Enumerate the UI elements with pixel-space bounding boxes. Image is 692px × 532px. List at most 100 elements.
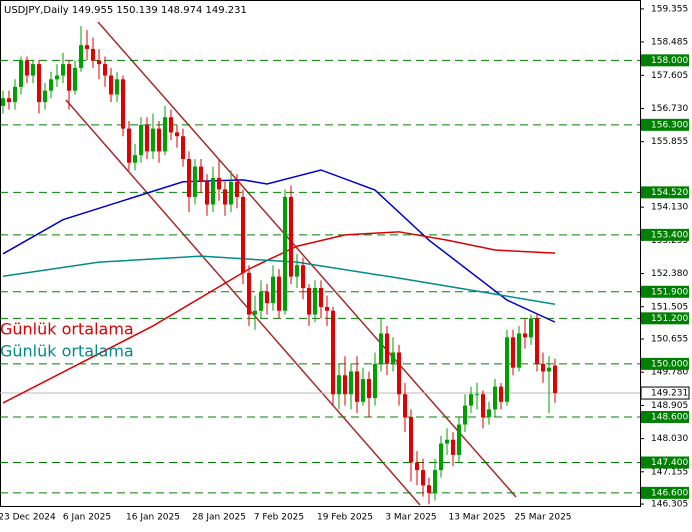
y-tick-label: 146.305 xyxy=(651,500,688,510)
candle-body xyxy=(349,371,353,395)
level-label: 151.200 xyxy=(651,314,688,324)
candle-body xyxy=(151,128,155,152)
candle-body xyxy=(355,371,359,402)
y-tick-label: 148.905 xyxy=(651,401,688,411)
candle-body xyxy=(409,416,413,463)
candle-body xyxy=(343,375,347,395)
candle-body xyxy=(433,470,437,493)
candle-body xyxy=(373,363,377,399)
candle-body xyxy=(553,365,557,394)
candle-body xyxy=(109,75,113,95)
level-label-box xyxy=(641,285,689,298)
candle-body xyxy=(529,318,533,338)
plot-frame xyxy=(0,0,641,507)
candle-body xyxy=(217,177,221,190)
candle-body xyxy=(79,45,83,68)
candle-body xyxy=(421,470,425,486)
level-label-box xyxy=(641,228,689,241)
candle-body xyxy=(487,409,491,417)
level-label: 150.000 xyxy=(651,359,688,369)
candle-body xyxy=(457,424,461,455)
candle-body xyxy=(1,98,5,106)
candle-body xyxy=(367,379,371,399)
x-tick-label: 6 Jan 2025 xyxy=(63,513,111,523)
candle-body xyxy=(493,386,497,410)
candle-body xyxy=(385,333,389,364)
y-tick-label: 148.030 xyxy=(651,434,688,444)
candle-body xyxy=(265,291,269,304)
level-label: 146.600 xyxy=(651,488,688,498)
candle-body xyxy=(295,265,299,277)
moving-average xyxy=(2,169,556,323)
candle-body xyxy=(511,337,515,368)
candle-body xyxy=(199,166,203,182)
y-tick-label: 156.730 xyxy=(651,104,688,114)
candle-body xyxy=(205,181,209,205)
moving-average xyxy=(2,231,556,404)
candle-body xyxy=(313,287,317,315)
level-label-box xyxy=(641,486,689,499)
last-price-label: 149.231 xyxy=(651,389,688,399)
candle-body xyxy=(67,64,71,91)
candle-body xyxy=(229,181,233,205)
candle-body xyxy=(541,363,545,372)
candle-body xyxy=(37,64,41,103)
candle-body xyxy=(391,352,395,364)
candle-body xyxy=(43,90,47,103)
level-label: 147.400 xyxy=(651,458,688,468)
candle-body xyxy=(397,352,401,395)
level-label-box xyxy=(641,312,689,325)
candle-body xyxy=(85,45,89,49)
candle-body xyxy=(187,158,191,197)
y-tick-label: 159.355 xyxy=(651,4,688,14)
candle-body xyxy=(439,443,443,471)
level-label: 154.520 xyxy=(651,188,688,198)
x-tick-label: 16 Jan 2025 xyxy=(126,513,180,523)
candle-body xyxy=(319,287,323,307)
level-label-box xyxy=(641,54,689,67)
y-tick-label: 151.505 xyxy=(651,302,688,312)
y-tick-label: 158.485 xyxy=(651,37,688,47)
y-tick-label: 149.780 xyxy=(651,368,688,378)
candle-body xyxy=(163,117,167,152)
candle-body xyxy=(475,394,479,396)
x-tick-label: 3 Mar 2025 xyxy=(385,513,436,523)
last-price-box xyxy=(640,386,690,400)
candle-body xyxy=(55,75,59,80)
candle-body xyxy=(451,439,455,455)
candle-body xyxy=(211,177,215,205)
candle-body xyxy=(235,181,239,197)
candle-body xyxy=(115,79,119,95)
level-label-box xyxy=(641,118,689,131)
candle-body xyxy=(505,337,509,402)
y-tick-label: 153.255 xyxy=(651,236,688,246)
candle-body xyxy=(535,318,539,364)
candle-body xyxy=(241,196,245,273)
candle-body xyxy=(415,462,419,471)
candle-body xyxy=(277,276,281,311)
y-tick-label: 155.855 xyxy=(651,137,688,147)
candle-body xyxy=(181,136,185,159)
candle-body xyxy=(247,272,251,315)
level-label: 151.900 xyxy=(651,287,688,297)
candle-body xyxy=(157,128,161,152)
candle-body xyxy=(427,485,431,493)
channel-lower xyxy=(65,99,421,506)
x-tick-label: 28 Jan 2025 xyxy=(192,513,246,523)
candle-body xyxy=(325,306,329,311)
x-tick-label: 13 Mar 2025 xyxy=(448,513,505,523)
candle-body xyxy=(337,375,341,395)
candle-body xyxy=(301,265,305,288)
candle-body xyxy=(25,60,29,76)
y-tick-label: 147.155 xyxy=(651,467,688,477)
candle-body xyxy=(193,166,197,197)
candle-body xyxy=(481,394,485,417)
candle-body xyxy=(307,287,311,315)
candle-body xyxy=(463,405,467,425)
level-label-box xyxy=(641,456,689,469)
candle-body xyxy=(73,67,77,91)
candle-body xyxy=(253,310,257,315)
annotation: Günlük ortalama xyxy=(0,320,134,339)
candle-body xyxy=(19,60,23,87)
